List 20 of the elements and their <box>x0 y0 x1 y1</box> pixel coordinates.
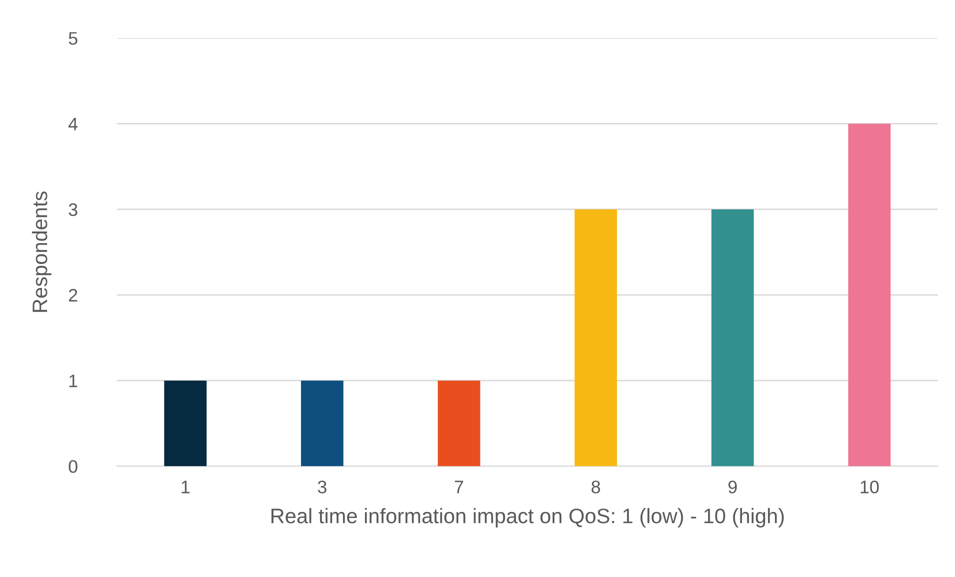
bar <box>574 209 618 466</box>
x-tick-label: 9 <box>728 480 737 494</box>
y-tick-label: 5 <box>68 32 78 45</box>
y-tick-label: 3 <box>68 203 78 216</box>
x-tick-label: 3 <box>318 480 326 494</box>
bar <box>164 380 207 466</box>
y-tick-label: 2 <box>68 288 78 302</box>
x-tick-label: 7 <box>454 480 464 494</box>
x-tick-label: 10 <box>860 480 879 494</box>
y-tick-label: 0 <box>68 460 78 473</box>
bar <box>438 380 480 466</box>
bar <box>848 124 891 466</box>
y-tick-label: 4 <box>68 118 78 130</box>
x-axis-title: Real time information impact on QoS: 1 (low) - 10 (high) <box>272 508 784 528</box>
y-tick-label: 1 <box>69 374 78 388</box>
y-axis-title: Respondents <box>32 192 52 312</box>
bar <box>711 209 754 466</box>
bar <box>300 380 344 466</box>
x-tick-label: 1 <box>182 480 190 494</box>
x-tick-label: 8 <box>592 480 600 494</box>
